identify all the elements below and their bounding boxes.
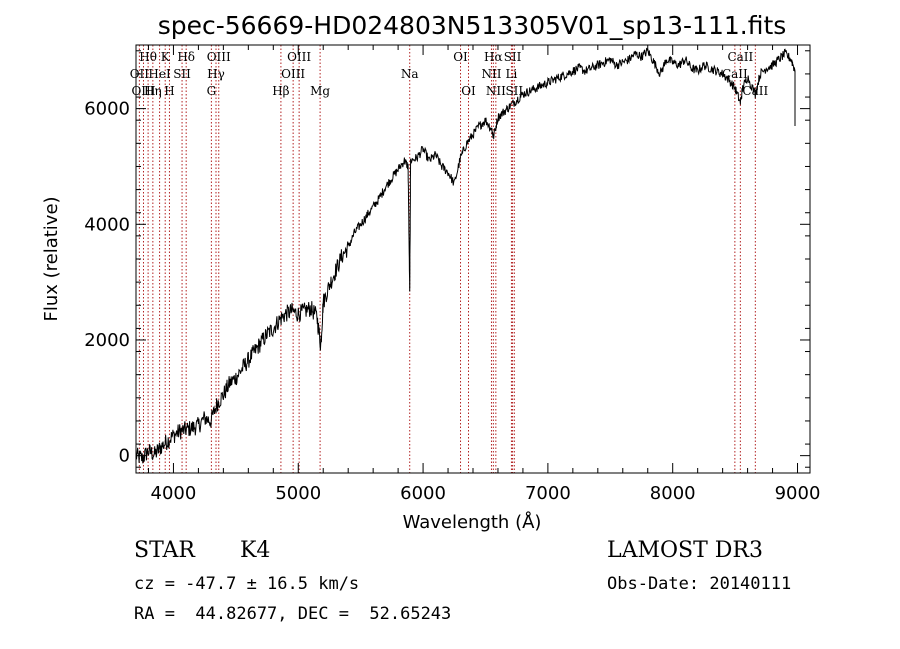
survey-name: LAMOST DR3 — [607, 538, 763, 563]
line-marker-label: Hδ — [177, 50, 195, 64]
line-marker-label: K — [161, 50, 171, 64]
line-marker-label: Hα — [484, 50, 503, 64]
redshift-readout: cz = -47.7 ± 16.5 km/s — [134, 574, 360, 594]
line-marker-label: HeI — [148, 67, 171, 81]
line-marker-label: OIII — [287, 50, 311, 64]
line-marker-label: SII — [505, 84, 523, 98]
y-axis: 0 2000 4000 6000 — [84, 50, 810, 468]
line-marker-label: G — [207, 84, 217, 98]
x-tick-label: 4000 — [151, 483, 197, 504]
line-marker-label: CaII — [727, 50, 753, 64]
spectrum-series-line — [135, 47, 796, 464]
x-axis-label: Wavelength (Å) — [403, 511, 542, 533]
line-marker-label: Hγ — [207, 67, 225, 81]
line-marker-label: OIII — [131, 84, 155, 98]
line-marker-label: Na — [401, 67, 419, 81]
line-marker-label: Hβ — [272, 84, 289, 98]
y-tick-label: 0 — [119, 446, 130, 467]
x-tick-label: 9000 — [775, 483, 821, 504]
plot-frame — [135, 44, 811, 474]
subclass: K4 — [240, 538, 271, 563]
line-marker-label: Hη — [144, 84, 162, 98]
y-tick-label: 6000 — [84, 99, 130, 120]
x-tick-label: 8000 — [650, 483, 696, 504]
line-marker-label: SII — [173, 67, 191, 81]
line-marker-label: OIII — [281, 67, 305, 81]
line-marker-label: SII — [504, 50, 522, 64]
x-tick-label: 5000 — [275, 483, 321, 504]
x-axis: 4000 5000 6000 7000 8000 9000 — [147, 45, 821, 504]
line-marker-label: Mg — [310, 84, 330, 98]
line-marker-label: OI — [453, 50, 468, 64]
line-marker-label: OIII — [207, 50, 231, 64]
line-marker-label: Li — [506, 67, 518, 81]
object-class: STAR — [134, 538, 195, 563]
line-marker-label: NII — [486, 84, 506, 98]
line-marker-label: OI — [461, 84, 476, 98]
line-marker-label: H — [164, 84, 174, 98]
obs-date: Obs-Date: 20140111 — [607, 574, 792, 594]
chart-title: spec-56669-HD024803N513305V01_sp13-111.f… — [158, 11, 787, 40]
line-marker-label: Hθ — [139, 50, 157, 64]
line-marker-label: NII — [481, 67, 501, 81]
x-tick-label: 6000 — [400, 483, 446, 504]
x-tick-label: 7000 — [525, 483, 571, 504]
coordinates: RA = 44.82677, DEC = 52.65243 — [134, 604, 452, 624]
y-tick-label: 4000 — [84, 214, 130, 235]
y-tick-label: 2000 — [84, 330, 130, 351]
y-axis-label: Flux (relative) — [41, 196, 62, 321]
marker-lines — [138, 45, 756, 473]
